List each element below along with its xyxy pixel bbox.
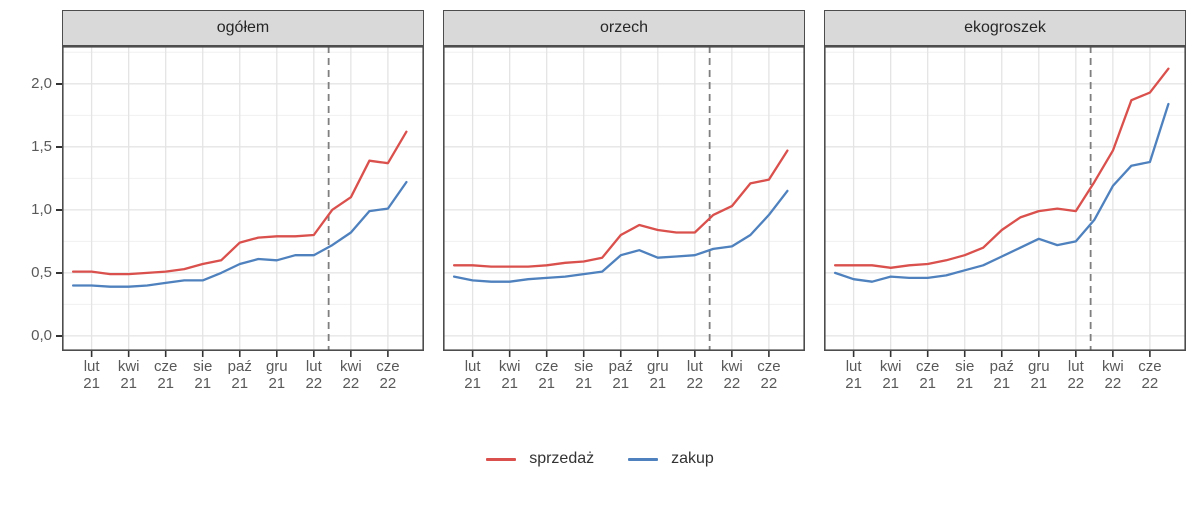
x-tick-label: sie 21 [955,358,975,392]
x-tick-label: cze 21 [154,358,178,392]
y-tick-mark [56,82,62,85]
x-tick-label: cze 22 [1138,358,1162,392]
x-tick-label: kwi 21 [117,358,140,392]
x-tick-label: gru 21 [646,358,669,392]
x-tick-label: lut 21 [83,358,100,392]
facet-title: orzech [599,19,649,36]
y-tick-label: 1,0 [31,200,52,218]
x-tick-label: lut 22 [686,358,704,392]
facet-ogolem: ogółem [62,10,424,357]
x-tick-label: cze 22 [757,358,781,392]
x-tick-label: paź 21 [989,358,1014,392]
panel-border [443,46,805,351]
x-tick-label: gru 21 [265,358,288,392]
x-tick-label: paź 21 [608,358,633,392]
x-tick-label: lut 21 [845,358,862,392]
facet-title: ekogroszek [964,19,1046,36]
x-tick-label: cze 22 [376,358,400,392]
panel-border [62,46,424,351]
facet-strip: ogółem [62,10,424,46]
x-tick-label: sie 21 [193,358,213,392]
x-tick-label: kwi 22 [721,358,743,392]
y-tick-label: 2,0 [31,74,52,92]
plot-panel [824,46,1186,357]
plot-panel [62,46,424,357]
legend-label-zakup: zakup [671,450,714,467]
facet-title: ogółem [216,19,270,36]
x-tick-label: sie 21 [574,358,594,392]
x-tick-label: lut 21 [464,358,481,392]
sprzedaz-line-swatch [486,457,517,461]
y-tick-mark [56,334,62,337]
sprzedaz-line [71,130,408,276]
y-tick-mark [56,271,62,274]
x-tick-label: kwi 21 [879,358,902,392]
sprzedaz-line [452,149,789,268]
legend-item-zakup: zakup [628,450,714,468]
facet-strip: ekogroszek [824,10,1186,46]
y-tick-label: 0,5 [31,263,52,281]
facet-strip: orzech [443,10,805,46]
y-tick-label: 0,0 [31,326,52,344]
legend-label-sprzedaz: sprzedaż [529,450,595,467]
x-tick-label: lut 22 [305,358,323,392]
x-tick-label: cze 21 [535,358,559,392]
zakup-line [452,189,789,283]
sprzedaz-line [833,67,1170,269]
zakup-line [71,180,408,288]
x-tick-label: lut 22 [1067,358,1085,392]
facet-ekogroszek: ekogroszek [824,10,1186,357]
zakup-line [833,102,1170,283]
y-tick-mark [56,208,62,211]
legend-item-sprzedaz: sprzedaż [486,450,594,468]
legend: sprzedaż zakup [0,450,1200,468]
x-tick-label: gru 21 [1027,358,1050,392]
x-tick-label: cze 21 [916,358,940,392]
y-tick-mark [56,145,62,148]
x-tick-label: paź 21 [227,358,252,392]
x-tick-label: kwi 22 [340,358,362,392]
zakup-line-swatch [628,457,659,461]
x-tick-label: kwi 22 [1102,358,1124,392]
facet-orzech: orzech [443,10,805,357]
plot-panel [443,46,805,357]
panel-border [824,46,1186,351]
x-tick-label: kwi 21 [498,358,521,392]
y-tick-label: 1,5 [31,137,52,155]
